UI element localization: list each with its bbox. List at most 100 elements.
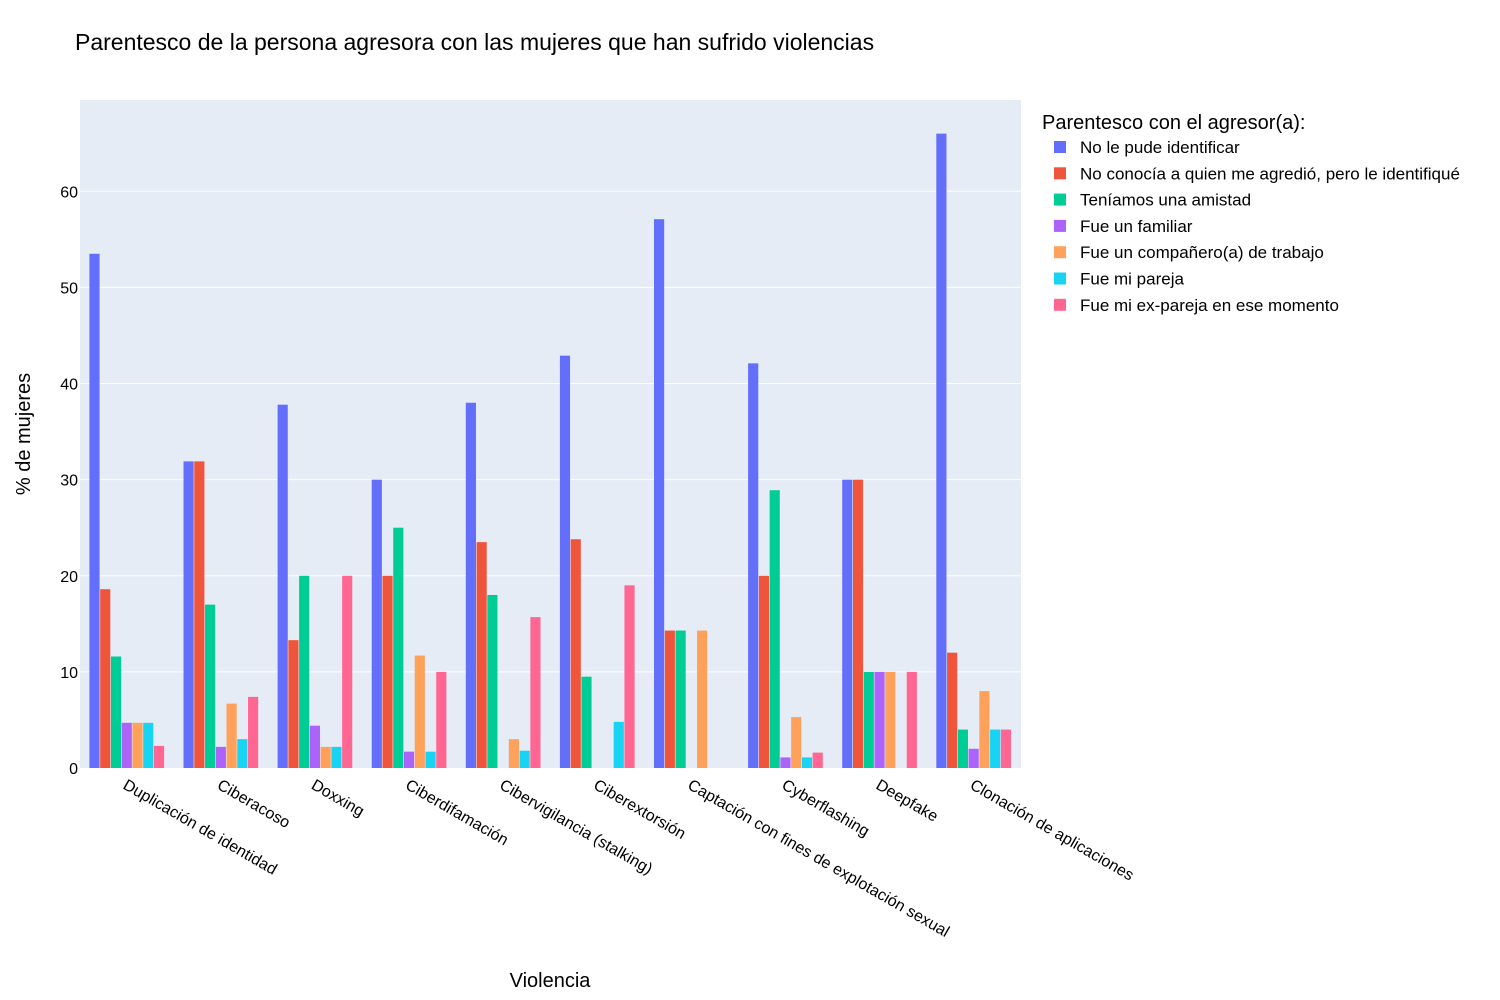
x-tick-label: Clonación de aplicaciones [967,777,1136,885]
y-tick-label: 30 [60,473,78,490]
bar [414,655,425,768]
bar [132,722,143,768]
bar [1000,729,1011,768]
y-tick-label: 0 [69,761,78,778]
bar [143,722,154,768]
legend-swatch [1054,167,1066,180]
bar [183,461,194,768]
bar [675,630,686,768]
bar [476,542,487,768]
bar [852,479,864,768]
legend-swatch [1054,298,1066,311]
bar [487,594,498,768]
bar [624,585,635,768]
x-tick-label: Duplicación de identidad [120,777,279,879]
legend-swatch [1054,272,1066,285]
bar [519,750,530,768]
legend-label: No conocía a quien me agredió, pero le i… [1080,164,1460,183]
legend-label: Fue un familiar [1080,217,1193,236]
bar [215,746,226,768]
legend-swatch [1054,219,1066,232]
x-axis-title: Violencia [510,970,592,992]
bar [968,748,979,768]
bar [403,751,415,768]
bar [697,630,708,768]
bar [863,671,874,768]
bar [780,757,791,768]
bar [947,652,958,768]
bar [559,355,571,768]
bar [936,133,947,769]
bar [654,219,665,768]
x-tick-label: Deepfake [873,777,941,826]
bar [226,703,237,768]
bar [885,671,896,768]
chart-title: Parentesco de la persona agresora con la… [75,29,874,55]
bar [100,589,111,768]
x-tick-label: Ciberextorsión [591,777,689,843]
y-tick-label: 20 [60,569,78,586]
y-axis-title: % de mujeres [13,373,35,495]
bar [371,479,382,768]
bars [89,133,1011,769]
legend-title: Parentesco con el agresor(a): [1042,112,1305,134]
bar [812,752,823,768]
plot-background [80,100,1021,768]
legend-label: Fue un compañero(a) de trabajo [1080,243,1324,262]
bar [89,253,100,768]
bar [121,722,132,768]
x-tick-label: Cibervigilancia (stalking) [496,777,655,878]
legend-swatch [1054,193,1066,206]
y-tick-labels: 0 10 20 30 40 50 60 [60,184,78,778]
bar [393,527,404,768]
bar [581,676,592,768]
bar [288,640,299,768]
bar [748,363,759,768]
bar [570,539,581,768]
bar [331,746,342,768]
bar [791,717,802,768]
legend: Parentesco con el agresor(a): No le pude… [1042,112,1460,315]
legend-label: Fue mi ex-pareja en ese momento [1080,296,1339,315]
bar [990,729,1001,768]
bar [613,721,624,768]
bar [277,404,288,768]
bar [957,729,968,768]
bar [425,751,436,768]
y-tick-label: 60 [60,184,78,201]
bar [237,739,248,768]
bar [465,402,476,768]
legend-label: Fue mi pareja [1080,270,1184,289]
legend-label: Teníamos una amistad [1080,191,1251,210]
bar [979,691,990,768]
bar [874,671,885,768]
x-tick-label: Doxxing [308,777,367,821]
legend-label: No le pude identificar [1080,138,1240,157]
bar [205,604,216,768]
legend-swatch [1054,141,1066,153]
bar [530,617,541,768]
bar [436,671,447,768]
bar [382,575,393,768]
y-tick-label: 10 [60,665,78,682]
bar [842,479,853,768]
y-tick-label: 40 [60,377,78,394]
x-tick-label: Ciberdifamación [402,777,511,850]
bar [153,745,165,768]
bar [248,696,259,768]
bar [664,630,675,768]
bar [758,575,770,768]
x-tick-label: Cyberflashing [779,777,872,841]
bar [342,575,353,768]
bar [110,656,122,768]
bar [801,757,813,768]
bar [194,461,205,768]
bar [309,725,321,768]
bar [299,575,310,768]
bar [320,746,331,768]
legend-swatch [1054,246,1066,259]
bar [508,739,519,768]
x-tick-label: Ciberacoso [214,777,293,832]
